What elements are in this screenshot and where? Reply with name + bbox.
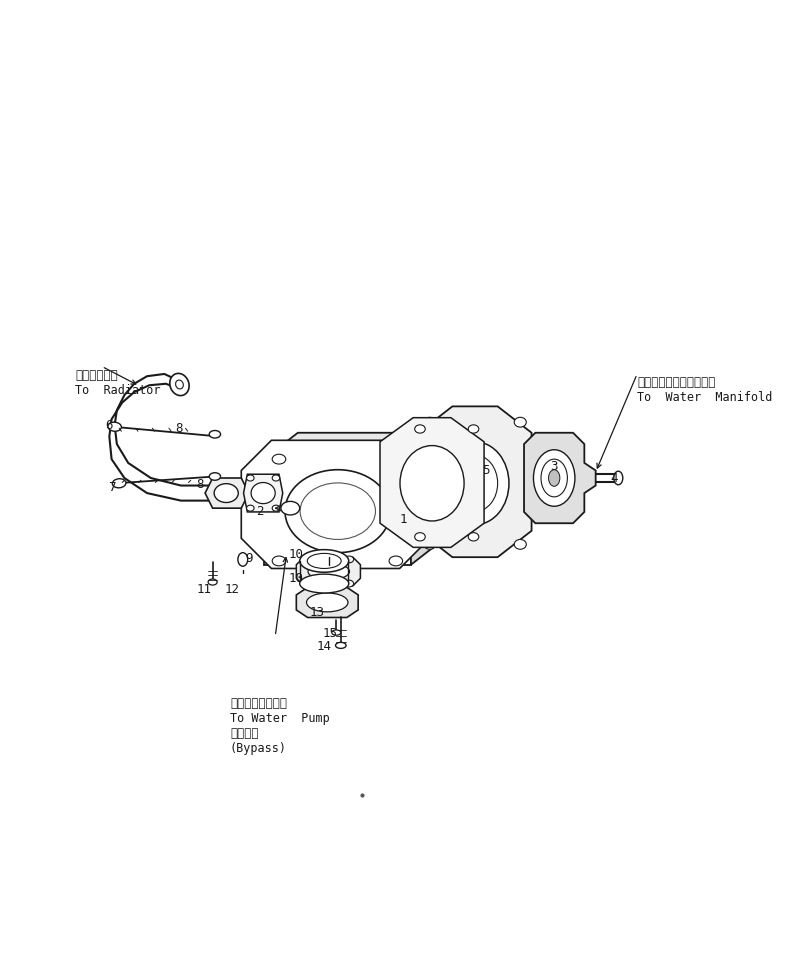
Ellipse shape <box>332 630 341 635</box>
Ellipse shape <box>170 374 189 396</box>
Ellipse shape <box>251 483 276 504</box>
Ellipse shape <box>247 475 254 481</box>
Ellipse shape <box>214 484 238 503</box>
Ellipse shape <box>303 580 312 587</box>
Ellipse shape <box>308 563 349 579</box>
Polygon shape <box>411 433 445 565</box>
Ellipse shape <box>247 505 254 511</box>
Ellipse shape <box>272 505 279 511</box>
Polygon shape <box>524 433 596 523</box>
Ellipse shape <box>515 418 526 427</box>
Text: 8: 8 <box>196 478 203 490</box>
Ellipse shape <box>210 430 221 438</box>
Ellipse shape <box>414 424 426 433</box>
Text: 12: 12 <box>225 583 240 597</box>
Ellipse shape <box>468 532 479 541</box>
Text: 1: 1 <box>399 513 407 526</box>
Text: 13: 13 <box>309 606 324 619</box>
Ellipse shape <box>424 539 436 550</box>
Text: 4: 4 <box>611 471 619 485</box>
Ellipse shape <box>238 553 248 566</box>
Text: 2: 2 <box>256 506 264 518</box>
Ellipse shape <box>299 575 349 593</box>
Ellipse shape <box>534 449 575 507</box>
Ellipse shape <box>400 445 464 521</box>
Ellipse shape <box>210 472 221 480</box>
Ellipse shape <box>175 380 183 389</box>
Ellipse shape <box>345 556 353 563</box>
Ellipse shape <box>441 442 509 525</box>
Polygon shape <box>241 441 430 569</box>
Polygon shape <box>380 418 484 548</box>
Polygon shape <box>296 587 358 618</box>
Text: 15: 15 <box>322 627 337 640</box>
Ellipse shape <box>541 459 568 497</box>
Text: 11: 11 <box>196 583 211 597</box>
Ellipse shape <box>208 579 217 585</box>
Text: 7: 7 <box>108 481 115 494</box>
Text: 9: 9 <box>245 553 252 565</box>
Text: 14: 14 <box>317 640 332 653</box>
Ellipse shape <box>468 424 479 433</box>
Text: 10: 10 <box>289 572 304 585</box>
Ellipse shape <box>272 475 279 481</box>
Ellipse shape <box>424 418 436 427</box>
Ellipse shape <box>389 556 403 566</box>
Text: ウォータポンプへ
To Water  Pump
バイパス
(Bypass): ウォータポンプへ To Water Pump バイパス (Bypass) <box>230 697 330 754</box>
Text: 6: 6 <box>106 419 113 432</box>
Text: 10: 10 <box>289 549 304 561</box>
Text: ウォータマニホールドへ
To  Water  Manifold: ウォータマニホールドへ To Water Manifold <box>637 377 773 404</box>
Ellipse shape <box>336 642 346 648</box>
Polygon shape <box>264 433 445 459</box>
Ellipse shape <box>299 550 349 573</box>
Ellipse shape <box>549 469 560 487</box>
Ellipse shape <box>345 580 353 587</box>
Polygon shape <box>244 474 283 511</box>
Ellipse shape <box>389 454 403 464</box>
Text: 3: 3 <box>550 460 558 473</box>
Ellipse shape <box>272 556 286 566</box>
Ellipse shape <box>108 423 121 431</box>
Ellipse shape <box>414 532 426 541</box>
Polygon shape <box>264 459 411 565</box>
Text: 8: 8 <box>175 422 183 435</box>
Ellipse shape <box>453 455 498 511</box>
Ellipse shape <box>300 483 376 539</box>
Ellipse shape <box>303 556 312 563</box>
Ellipse shape <box>113 479 126 488</box>
Polygon shape <box>418 406 531 557</box>
Ellipse shape <box>285 469 391 553</box>
Text: 5: 5 <box>483 464 490 477</box>
Polygon shape <box>205 478 249 509</box>
Ellipse shape <box>272 454 286 464</box>
Polygon shape <box>296 557 360 586</box>
Text: ラジエータへ
To  Radiator: ラジエータへ To Radiator <box>75 369 161 397</box>
Ellipse shape <box>281 501 299 515</box>
Ellipse shape <box>614 471 622 485</box>
Ellipse shape <box>515 539 526 550</box>
Ellipse shape <box>307 554 341 569</box>
Ellipse shape <box>306 593 348 612</box>
